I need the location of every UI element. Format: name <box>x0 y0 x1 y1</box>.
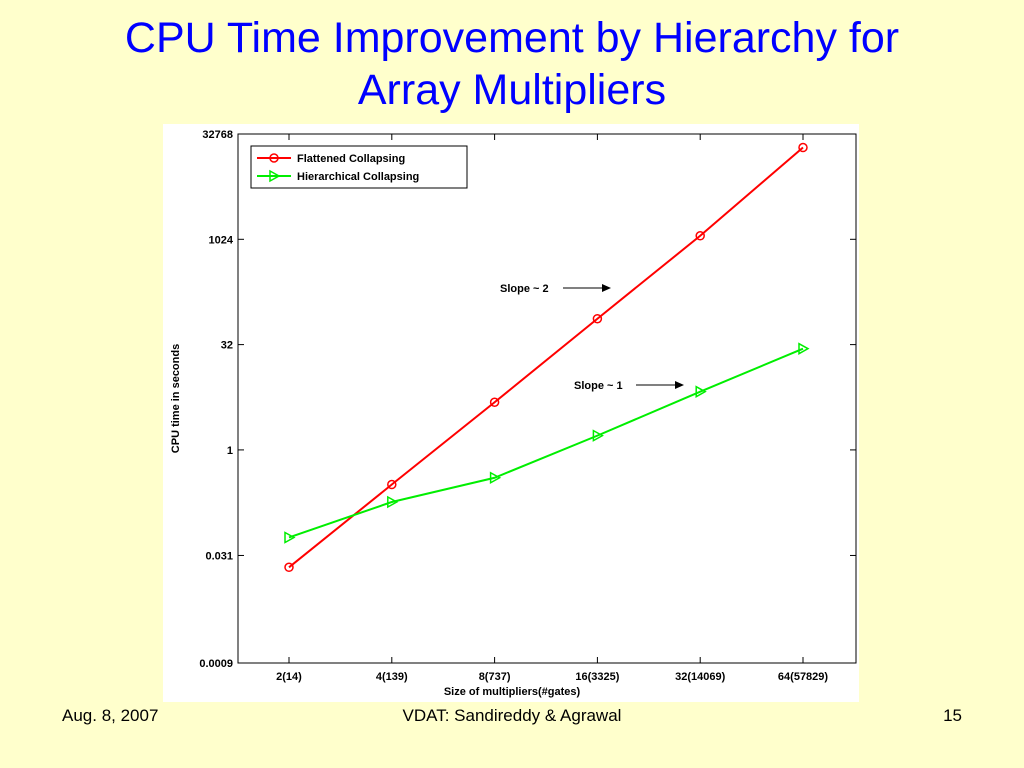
data-point-triangle <box>592 429 604 442</box>
data-point-circle <box>695 231 705 241</box>
series-line-1 <box>288 347 804 539</box>
x-tick-label: 4(139) <box>376 671 408 683</box>
data-point-triangle <box>798 342 810 355</box>
data-point-circle <box>387 479 397 490</box>
x-tick-label: 8(737) <box>479 671 511 683</box>
y-tick-label: 0.031 <box>205 550 233 562</box>
x-axis-label: Size of multipliers(#gates) <box>444 686 581 698</box>
legend-marker-circle <box>269 153 279 163</box>
series-line-0 <box>288 146 804 569</box>
annotation-arrow-head <box>675 381 684 389</box>
data-point-circle <box>798 142 808 153</box>
x-tick-label: 2(14) <box>276 671 302 683</box>
data-point-triangle <box>695 385 707 398</box>
title-line-2: Array Multipliers <box>357 66 667 114</box>
y-tick-label: 1024 <box>209 234 234 246</box>
data-point-circle <box>489 397 500 408</box>
data-point-triangle <box>489 471 502 485</box>
legend-label: Hierarchical Collapsing <box>297 171 419 183</box>
data-point-triangle <box>284 531 296 544</box>
footer-date: Aug. 8, 2007 <box>62 706 159 725</box>
y-tick-label: 0.0009 <box>199 658 233 670</box>
annotation-label: Slope ~ 2 <box>500 283 549 295</box>
data-point-triangle <box>387 495 399 509</box>
plot-frame <box>237 133 857 664</box>
footer-page-number: 15 <box>943 706 962 725</box>
title-line-1: CPU Time Improvement by Hierarchy for <box>124 14 900 62</box>
legend-label: Flattened Collapsing <box>297 153 405 165</box>
data-point-circle <box>592 313 603 324</box>
data-point-circle <box>284 562 294 573</box>
legend-marker-triangle <box>269 169 281 183</box>
chart-container: 0.0009 0.031 1 32 1024 32768 2(14) 4(139) 8(737)… <box>163 124 859 702</box>
chart-svg: 0.0009 0.031 1 32 1024 32768 2(14) 4(139) 8(737)… <box>170 129 857 698</box>
annotation-arrow-head <box>602 284 611 292</box>
y-tick-label: 1 <box>227 445 233 457</box>
slide-title: CPU Time Improvement by Hierarchy for Ar… <box>0 12 1024 116</box>
y-tick-label: 32768 <box>202 129 233 141</box>
annotation-label: Slope ~ 1 <box>574 380 623 392</box>
y-axis-label: CPU time in seconds <box>170 344 182 453</box>
footer-center: VDAT: Sandireddy & Agrawal <box>402 706 622 725</box>
x-tick-label: 16(3325) <box>575 671 619 683</box>
x-tick-label: 32(14069) <box>675 671 725 683</box>
legend-box <box>250 145 468 189</box>
x-tick-label: 64(57829) <box>778 671 828 683</box>
y-tick-label: 32 <box>221 340 233 352</box>
